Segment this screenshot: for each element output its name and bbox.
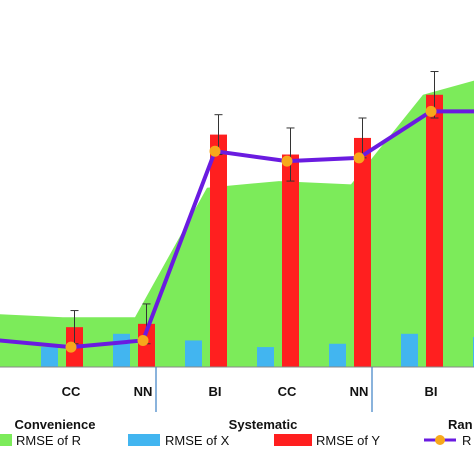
bar-rmse-x — [257, 347, 274, 367]
legend-swatch-r — [0, 434, 12, 446]
group-label: Systematic — [229, 417, 298, 432]
bar-rmse-x — [329, 343, 346, 367]
plot-area — [0, 71, 474, 367]
line-marker — [209, 145, 221, 157]
x-tick-label: CC — [62, 384, 81, 399]
line-marker — [281, 155, 293, 167]
group-label: Convenience — [15, 417, 96, 432]
bar-rmse-x — [401, 333, 418, 367]
bar-rmse-y — [138, 323, 155, 367]
legend-swatch-marker — [435, 435, 445, 445]
x-tick-label: BI — [425, 384, 438, 399]
bar-rmse-x — [185, 340, 202, 367]
bar-rmse-y — [354, 137, 371, 367]
line-marker — [65, 341, 77, 353]
bar-rmse-x — [113, 333, 130, 367]
legend-swatch-x — [128, 434, 160, 446]
x-axis: CCNNBICCNNBICConvenienceSystematicRan — [0, 366, 474, 432]
group-label: Ran — [448, 417, 473, 432]
x-tick-label: NN — [134, 384, 153, 399]
line-marker — [137, 334, 149, 346]
x-tick-label: BI — [209, 384, 222, 399]
bar-rmse-y — [426, 94, 443, 367]
legend-label-r: RMSE of R — [16, 433, 81, 448]
x-tick-label: NN — [350, 384, 369, 399]
bar-rmse-x — [41, 347, 58, 367]
legend-label-z: R — [462, 433, 471, 448]
bar-rmse-y — [210, 134, 227, 367]
line-marker — [353, 152, 365, 164]
legend: RMSE of R RMSE of X RMSE of Y R — [0, 433, 471, 448]
line-marker — [425, 105, 437, 117]
legend-label-y: RMSE of Y — [316, 433, 380, 448]
area-rmse-r — [0, 80, 474, 367]
bar-rmse-y — [282, 154, 299, 367]
x-tick-label: CC — [278, 384, 297, 399]
legend-swatch-y — [274, 434, 312, 446]
legend-label-x: RMSE of X — [165, 433, 230, 448]
